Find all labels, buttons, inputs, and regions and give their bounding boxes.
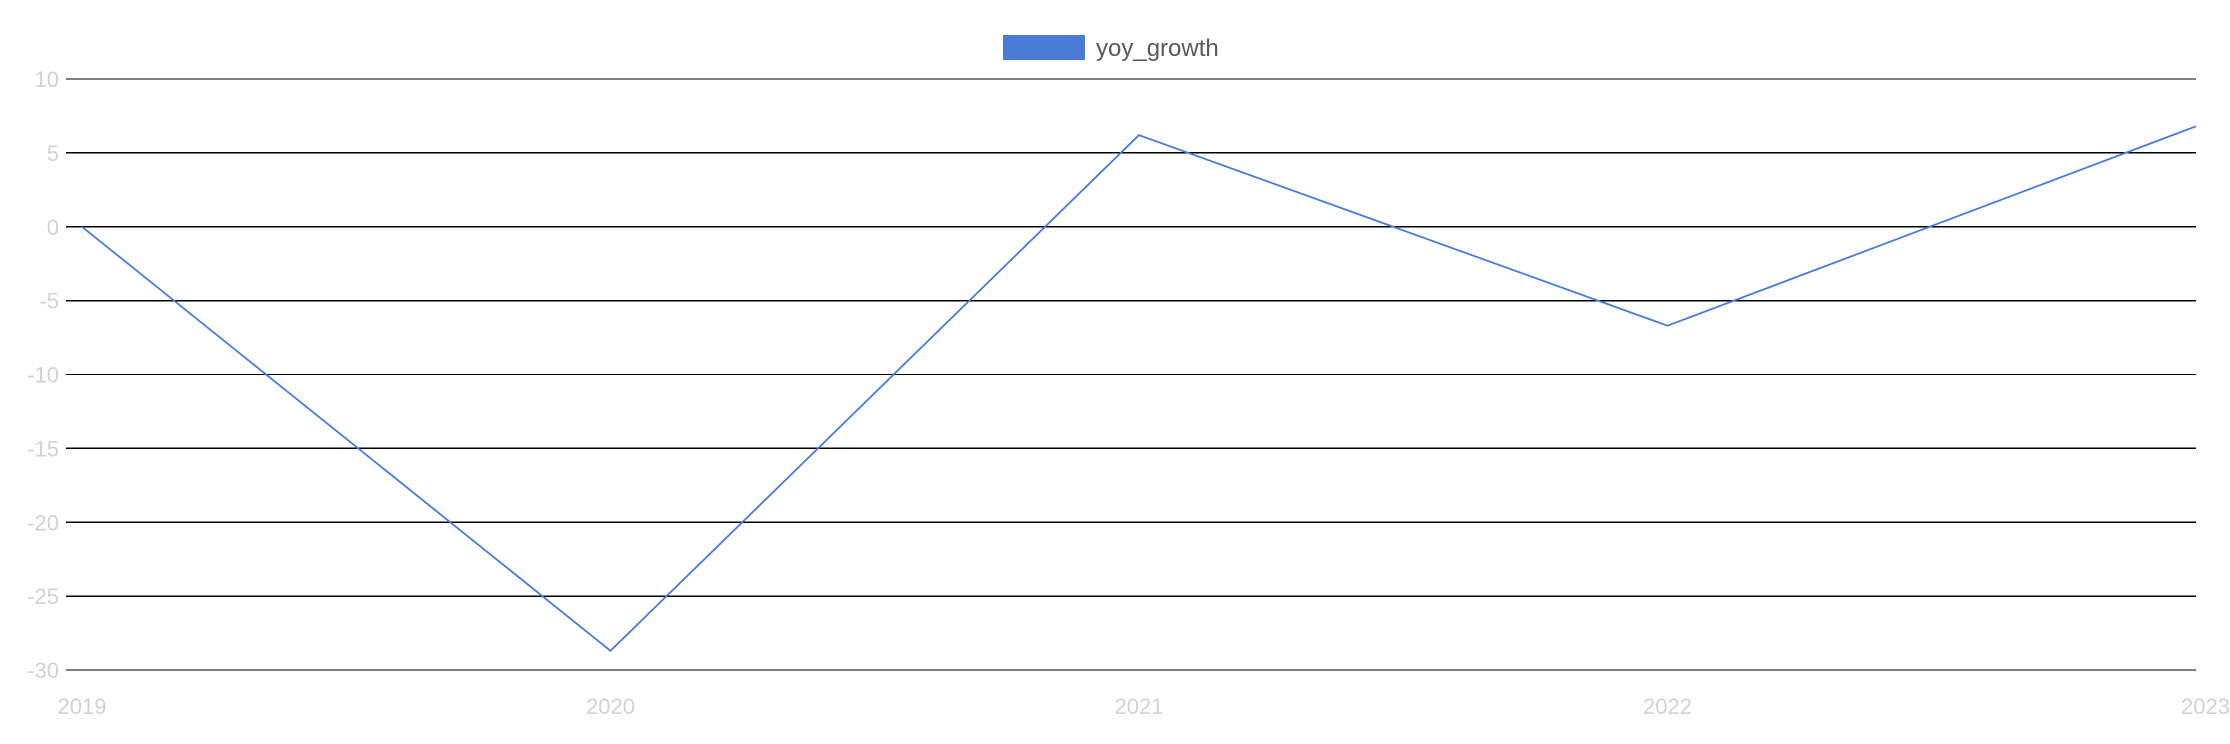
y-tick-label: 0 (47, 215, 59, 240)
series-group (81, 125, 2197, 653)
x-tick-label: 2021 (1115, 694, 1164, 719)
series-line-yoy_growth (81, 125, 2197, 653)
x-tick-label: 2020 (586, 694, 635, 719)
x-tick-label: 2019 (58, 694, 107, 719)
legend: yoy_growth (1003, 35, 1219, 62)
y-tick-label: -5 (39, 289, 59, 314)
y-tick-label: 5 (47, 141, 59, 166)
y-tick-label: -25 (27, 584, 59, 609)
x-axis: 2019 2020 2021 2022 2023 (58, 694, 2230, 719)
y-tick-label: -30 (27, 658, 59, 683)
legend-label: yoy_growth (1096, 35, 1219, 62)
y-axis: 10 5 0 -5 -10 -15 -20 -25 -30 (27, 67, 59, 683)
y-tick-label: -10 (27, 363, 59, 388)
x-tick-label: 2023 (2181, 694, 2230, 719)
legend-swatch (1003, 35, 1085, 60)
y-tick-label: 10 (35, 67, 59, 92)
gridlines (66, 78, 2196, 671)
x-tick-label: 2022 (1643, 694, 1692, 719)
y-tick-label: -15 (27, 436, 59, 461)
y-tick-label: -20 (27, 510, 59, 535)
